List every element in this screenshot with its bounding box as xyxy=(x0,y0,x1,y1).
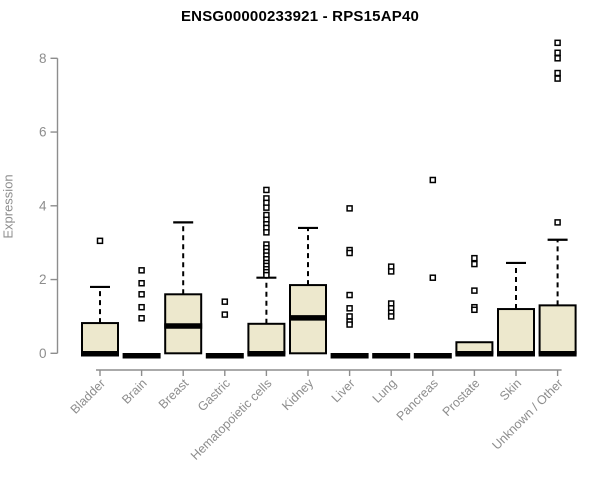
outlier-point xyxy=(346,205,353,212)
outlier-point xyxy=(554,39,561,47)
outlier-point xyxy=(429,176,437,184)
box-plot-pancreas xyxy=(413,176,452,359)
x-tick-label-unknown-other: Unknown / Other xyxy=(489,376,565,452)
box-plot-lung xyxy=(372,263,411,359)
x-tick-label-brain: Brain xyxy=(119,376,150,407)
outlier-point xyxy=(471,306,478,314)
box-plot-skin xyxy=(497,261,535,357)
outlier-point xyxy=(554,55,561,62)
box-plot-unknown-other xyxy=(538,39,577,357)
outlier-point xyxy=(221,298,229,305)
outlier-point xyxy=(138,315,145,322)
outlier-point xyxy=(138,303,145,311)
box-rect xyxy=(81,322,119,355)
outlier-point xyxy=(429,274,437,281)
x-tick-label-gastric: Gastric xyxy=(195,376,233,414)
x-tick-label-pancreas: Pancreas xyxy=(394,376,441,423)
x-tick-label-liver: Liver xyxy=(329,376,358,405)
outlier-point xyxy=(471,287,478,294)
outlier-point xyxy=(263,229,270,236)
box-rect xyxy=(497,308,535,355)
box-rect xyxy=(538,304,577,355)
x-tick-label-prostate: Prostate xyxy=(440,376,483,419)
x-tick-label-kidney: Kidney xyxy=(279,376,316,413)
outlier-point xyxy=(138,267,145,274)
x-tick-label-lung: Lung xyxy=(370,376,400,406)
box-plot-bladder xyxy=(81,237,119,357)
box-plot-prostate xyxy=(455,254,494,357)
y-tick-label: 0 xyxy=(39,346,47,361)
y-tick-label: 2 xyxy=(39,272,47,287)
outlier-point xyxy=(387,313,395,320)
box-plot-breast xyxy=(164,221,203,355)
x-tick-label-skin: Skin xyxy=(497,376,524,403)
box-plot-hematopoietic-cells xyxy=(247,186,286,357)
box-rect xyxy=(247,322,286,355)
box-plot-brain xyxy=(122,267,161,359)
x-tick-label-breast: Breast xyxy=(156,376,192,412)
outlier-point xyxy=(554,75,561,82)
outlier-point xyxy=(96,237,104,245)
chart-title: ENSG00000233921 - RPS15AP40 xyxy=(180,8,420,25)
outlier-point xyxy=(263,271,270,279)
outlier-point xyxy=(471,260,478,268)
outlier-point xyxy=(471,254,478,262)
outlier-point xyxy=(263,204,270,211)
outlier-point xyxy=(554,69,561,77)
outlier-point xyxy=(346,313,353,320)
outlier-point xyxy=(138,279,145,287)
y-tick-label: 8 xyxy=(39,51,47,66)
y-tick-label: 4 xyxy=(39,198,47,213)
outlier-point xyxy=(263,186,270,194)
x-tick-label-hematopoietic-cells: Hematopoietic cells xyxy=(188,376,275,463)
outlier-point xyxy=(138,291,145,298)
outlier-point xyxy=(346,291,353,299)
outlier-point xyxy=(554,219,561,226)
outlier-point xyxy=(346,249,353,257)
outlier-point xyxy=(346,305,353,312)
outlier-point xyxy=(387,268,395,275)
y-tick-label: 6 xyxy=(39,125,47,140)
outlier-point xyxy=(221,311,229,318)
box-plot-gastric xyxy=(205,298,244,359)
x-tick-label-bladder: Bladder xyxy=(68,376,108,416)
box-plot-kidney xyxy=(289,226,327,355)
outlier-point xyxy=(554,49,561,57)
outlier-point xyxy=(346,321,353,328)
box-plot-liver xyxy=(330,205,369,359)
